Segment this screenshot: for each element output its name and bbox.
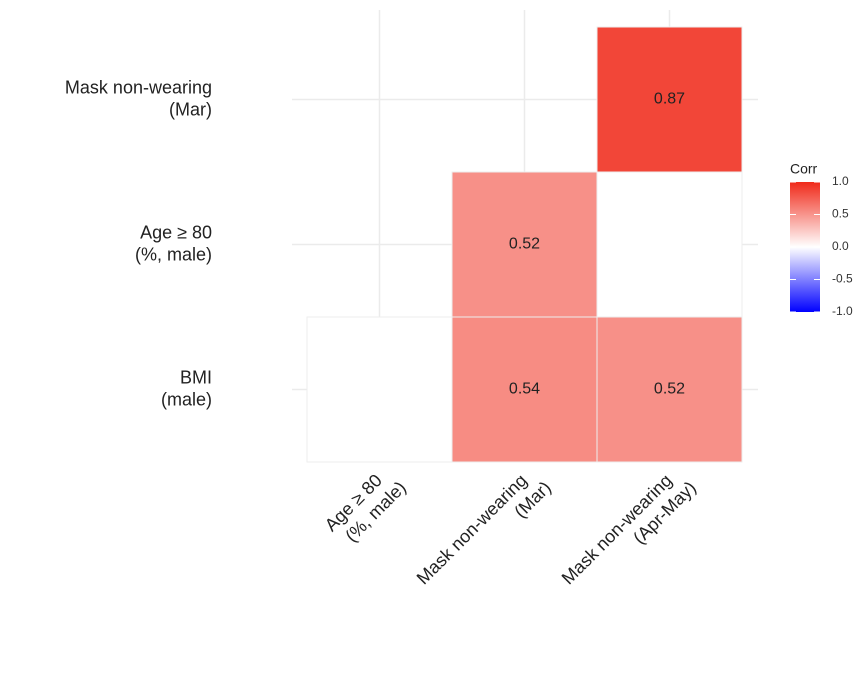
label-line: BMI — [180, 367, 212, 387]
legend-title: Corr — [790, 161, 818, 177]
y-tick-label: Mask non-wearing (Mar) — [65, 77, 212, 119]
label-line: (%, male) — [135, 244, 212, 264]
label-line: (Mar) — [169, 99, 212, 119]
x-tick-label: Mask non-wearing(Mar) — [413, 462, 555, 604]
heat-cell — [451, 316, 598, 463]
label-line: Mask non-wearing — [413, 470, 531, 588]
cell-label: 0.87 — [654, 91, 685, 108]
heat-cell — [306, 316, 453, 463]
colorbar-label: -1.0 — [832, 304, 853, 318]
colorbar-label: 0.5 — [832, 207, 849, 221]
cell-label: 0.52 — [654, 381, 685, 398]
x-tick-label: Age ≥ 80(%, male) — [321, 462, 410, 551]
y-tick-label: Age ≥ 80 (%, male) — [135, 222, 212, 264]
cell-label: 0.52 — [509, 236, 540, 253]
colorbar-label: 1.0 — [832, 174, 849, 188]
heat-cell — [596, 26, 743, 173]
y-tick-label: BMI (male) — [161, 367, 212, 409]
colorbar-label: -0.5 — [832, 272, 853, 286]
colorbar-label: 0.0 — [832, 239, 849, 253]
heat-cell — [596, 171, 743, 318]
label-line: (male) — [161, 389, 212, 409]
label-line: Mask non-wearing — [65, 77, 212, 97]
heat-cell — [596, 316, 743, 463]
cell-label: 0.54 — [509, 381, 540, 398]
label-line: Age ≥ 80 — [140, 222, 212, 242]
x-tick-label: Mask non-wearing(Apr-May) — [558, 462, 700, 604]
